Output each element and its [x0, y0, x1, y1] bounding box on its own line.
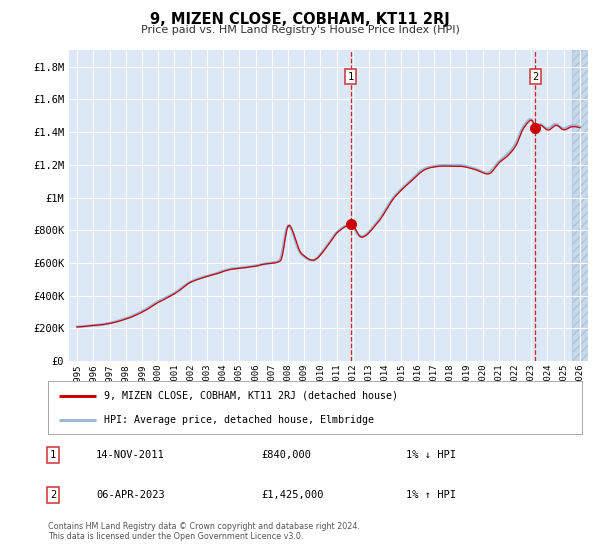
Text: Price paid vs. HM Land Registry's House Price Index (HPI): Price paid vs. HM Land Registry's House …	[140, 25, 460, 35]
Text: £1,425,000: £1,425,000	[262, 490, 324, 500]
Text: Contains HM Land Registry data © Crown copyright and database right 2024.
This d: Contains HM Land Registry data © Crown c…	[48, 522, 360, 542]
Text: 9, MIZEN CLOSE, COBHAM, KT11 2RJ (detached house): 9, MIZEN CLOSE, COBHAM, KT11 2RJ (detach…	[104, 391, 398, 401]
Text: HPI: Average price, detached house, Elmbridge: HPI: Average price, detached house, Elmb…	[104, 414, 374, 424]
Text: 06-APR-2023: 06-APR-2023	[96, 490, 165, 500]
Text: 1: 1	[50, 450, 56, 460]
Text: 14-NOV-2011: 14-NOV-2011	[96, 450, 165, 460]
Bar	[572, 50, 588, 361]
Text: £840,000: £840,000	[262, 450, 311, 460]
Text: 1% ↓ HPI: 1% ↓ HPI	[406, 450, 456, 460]
Text: 1: 1	[347, 72, 354, 82]
Text: 1% ↑ HPI: 1% ↑ HPI	[406, 490, 456, 500]
Text: 2: 2	[50, 490, 56, 500]
Text: 9, MIZEN CLOSE, COBHAM, KT11 2RJ: 9, MIZEN CLOSE, COBHAM, KT11 2RJ	[150, 12, 450, 27]
Bar	[572, 50, 588, 361]
Text: 2: 2	[532, 72, 539, 82]
